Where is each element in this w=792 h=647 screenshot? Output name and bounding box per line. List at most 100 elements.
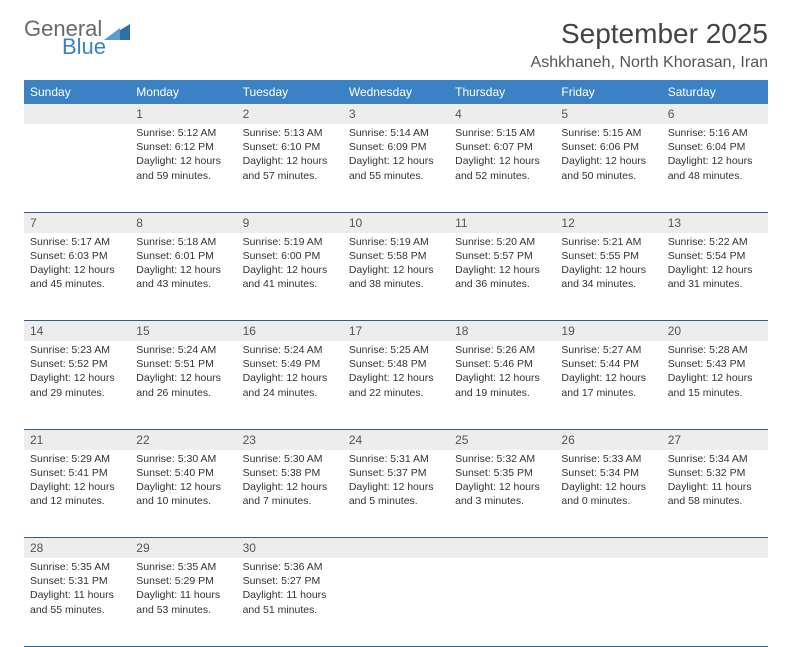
day-cell: Sunrise: 5:29 AMSunset: 5:41 PMDaylight:… — [24, 450, 130, 538]
day-header-row: SundayMondayTuesdayWednesdayThursdayFrid… — [24, 80, 768, 104]
day-number-cell: 18 — [449, 321, 555, 342]
day-number: 7 — [24, 213, 130, 233]
day-cell: Sunrise: 5:13 AMSunset: 6:10 PMDaylight:… — [237, 124, 343, 212]
day-number-cell: 9 — [237, 212, 343, 233]
day-number-cell: 19 — [555, 321, 661, 342]
day-number-cell: 1 — [130, 104, 236, 124]
day-number-cell — [24, 104, 130, 124]
day-details: Sunrise: 5:30 AMSunset: 5:40 PMDaylight:… — [130, 450, 236, 515]
day-cell: Sunrise: 5:16 AMSunset: 6:04 PMDaylight:… — [662, 124, 768, 212]
day-number: 6 — [662, 104, 768, 124]
calendar-table: SundayMondayTuesdayWednesdayThursdayFrid… — [24, 80, 768, 647]
day-number: 23 — [237, 430, 343, 450]
day-cell: Sunrise: 5:19 AMSunset: 5:58 PMDaylight:… — [343, 233, 449, 321]
day-number — [449, 538, 555, 544]
day-cell: Sunrise: 5:12 AMSunset: 6:12 PMDaylight:… — [130, 124, 236, 212]
day-number-cell: 12 — [555, 212, 661, 233]
day-cell: Sunrise: 5:30 AMSunset: 5:40 PMDaylight:… — [130, 450, 236, 538]
day-details: Sunrise: 5:21 AMSunset: 5:55 PMDaylight:… — [555, 233, 661, 298]
header: General Blue September 2025 Ashkhaneh, N… — [24, 18, 768, 72]
title-block: September 2025 Ashkhaneh, North Khorasan… — [531, 18, 768, 72]
day-cell: Sunrise: 5:27 AMSunset: 5:44 PMDaylight:… — [555, 341, 661, 429]
day-number: 25 — [449, 430, 555, 450]
day-number-cell: 7 — [24, 212, 130, 233]
day-number-cell: 6 — [662, 104, 768, 124]
day-details: Sunrise: 5:17 AMSunset: 6:03 PMDaylight:… — [24, 233, 130, 298]
day-cell: Sunrise: 5:26 AMSunset: 5:46 PMDaylight:… — [449, 341, 555, 429]
day-number: 17 — [343, 321, 449, 341]
day-number: 14 — [24, 321, 130, 341]
day-cell — [449, 558, 555, 646]
day-details: Sunrise: 5:27 AMSunset: 5:44 PMDaylight:… — [555, 341, 661, 406]
day-details: Sunrise: 5:32 AMSunset: 5:35 PMDaylight:… — [449, 450, 555, 515]
day-number: 13 — [662, 213, 768, 233]
week-row: Sunrise: 5:12 AMSunset: 6:12 PMDaylight:… — [24, 124, 768, 212]
day-cell — [343, 558, 449, 646]
day-number-cell: 13 — [662, 212, 768, 233]
daynum-row: 282930 — [24, 538, 768, 559]
day-cell: Sunrise: 5:20 AMSunset: 5:57 PMDaylight:… — [449, 233, 555, 321]
day-cell — [662, 558, 768, 646]
day-header: Thursday — [449, 80, 555, 104]
day-cell: Sunrise: 5:24 AMSunset: 5:51 PMDaylight:… — [130, 341, 236, 429]
week-row: Sunrise: 5:35 AMSunset: 5:31 PMDaylight:… — [24, 558, 768, 646]
day-cell: Sunrise: 5:35 AMSunset: 5:29 PMDaylight:… — [130, 558, 236, 646]
day-header: Tuesday — [237, 80, 343, 104]
day-number-cell: 29 — [130, 538, 236, 559]
day-number: 4 — [449, 104, 555, 124]
day-cell: Sunrise: 5:15 AMSunset: 6:06 PMDaylight:… — [555, 124, 661, 212]
day-cell: Sunrise: 5:31 AMSunset: 5:37 PMDaylight:… — [343, 450, 449, 538]
daynum-row: 21222324252627 — [24, 429, 768, 450]
day-number-cell: 8 — [130, 212, 236, 233]
week-row: Sunrise: 5:23 AMSunset: 5:52 PMDaylight:… — [24, 341, 768, 429]
week-row: Sunrise: 5:29 AMSunset: 5:41 PMDaylight:… — [24, 450, 768, 538]
day-cell: Sunrise: 5:24 AMSunset: 5:49 PMDaylight:… — [237, 341, 343, 429]
day-details: Sunrise: 5:34 AMSunset: 5:32 PMDaylight:… — [662, 450, 768, 515]
day-number: 20 — [662, 321, 768, 341]
day-details: Sunrise: 5:20 AMSunset: 5:57 PMDaylight:… — [449, 233, 555, 298]
day-number-cell: 4 — [449, 104, 555, 124]
day-number-cell: 10 — [343, 212, 449, 233]
day-details: Sunrise: 5:25 AMSunset: 5:48 PMDaylight:… — [343, 341, 449, 406]
day-cell: Sunrise: 5:14 AMSunset: 6:09 PMDaylight:… — [343, 124, 449, 212]
day-cell: Sunrise: 5:34 AMSunset: 5:32 PMDaylight:… — [662, 450, 768, 538]
day-number: 15 — [130, 321, 236, 341]
day-details: Sunrise: 5:29 AMSunset: 5:41 PMDaylight:… — [24, 450, 130, 515]
day-number — [555, 538, 661, 544]
day-number: 21 — [24, 430, 130, 450]
day-number: 5 — [555, 104, 661, 124]
day-cell: Sunrise: 5:36 AMSunset: 5:27 PMDaylight:… — [237, 558, 343, 646]
day-number-cell: 28 — [24, 538, 130, 559]
day-number: 3 — [343, 104, 449, 124]
day-details: Sunrise: 5:36 AMSunset: 5:27 PMDaylight:… — [237, 558, 343, 623]
day-number: 27 — [662, 430, 768, 450]
day-number-cell — [343, 538, 449, 559]
day-number-cell: 25 — [449, 429, 555, 450]
day-details: Sunrise: 5:18 AMSunset: 6:01 PMDaylight:… — [130, 233, 236, 298]
day-number: 8 — [130, 213, 236, 233]
day-number: 1 — [130, 104, 236, 124]
day-number: 18 — [449, 321, 555, 341]
day-number-cell — [662, 538, 768, 559]
day-number-cell: 23 — [237, 429, 343, 450]
day-number-cell — [555, 538, 661, 559]
day-details: Sunrise: 5:12 AMSunset: 6:12 PMDaylight:… — [130, 124, 236, 189]
day-cell: Sunrise: 5:22 AMSunset: 5:54 PMDaylight:… — [662, 233, 768, 321]
day-details: Sunrise: 5:13 AMSunset: 6:10 PMDaylight:… — [237, 124, 343, 189]
day-number-cell: 17 — [343, 321, 449, 342]
day-number — [343, 538, 449, 544]
day-details: Sunrise: 5:19 AMSunset: 6:00 PMDaylight:… — [237, 233, 343, 298]
daynum-row: 78910111213 — [24, 212, 768, 233]
day-cell: Sunrise: 5:18 AMSunset: 6:01 PMDaylight:… — [130, 233, 236, 321]
day-details: Sunrise: 5:31 AMSunset: 5:37 PMDaylight:… — [343, 450, 449, 515]
day-cell — [24, 124, 130, 212]
day-cell: Sunrise: 5:32 AMSunset: 5:35 PMDaylight:… — [449, 450, 555, 538]
day-number — [662, 538, 768, 544]
day-cell: Sunrise: 5:15 AMSunset: 6:07 PMDaylight:… — [449, 124, 555, 212]
day-number: 26 — [555, 430, 661, 450]
day-cell: Sunrise: 5:28 AMSunset: 5:43 PMDaylight:… — [662, 341, 768, 429]
day-cell: Sunrise: 5:25 AMSunset: 5:48 PMDaylight:… — [343, 341, 449, 429]
day-details: Sunrise: 5:35 AMSunset: 5:31 PMDaylight:… — [24, 558, 130, 623]
day-details: Sunrise: 5:16 AMSunset: 6:04 PMDaylight:… — [662, 124, 768, 189]
day-details: Sunrise: 5:30 AMSunset: 5:38 PMDaylight:… — [237, 450, 343, 515]
